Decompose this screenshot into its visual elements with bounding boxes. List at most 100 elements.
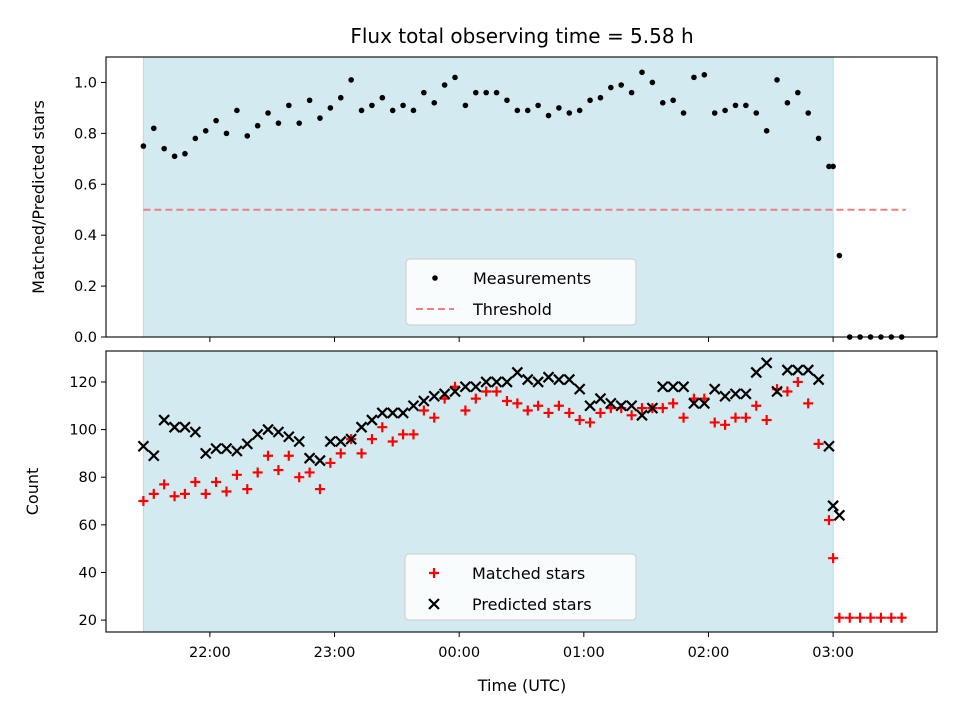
- matched-star-point: [325, 457, 336, 468]
- predicted-star-point: [303, 452, 316, 464]
- measurement-point: [836, 252, 843, 259]
- measurement-point: [431, 100, 438, 106]
- matched-star-point: [678, 412, 689, 423]
- measurement-point: [556, 105, 562, 111]
- measurement-point: [441, 82, 448, 88]
- y-tick-label: 0.4: [74, 228, 97, 244]
- measurement-point: [379, 94, 386, 101]
- matched-star-point: [720, 419, 731, 430]
- x-axis-label: Time (UTC): [477, 676, 566, 695]
- measurement-point: [774, 77, 780, 83]
- matched-star-point: [585, 417, 596, 428]
- predicted-star-point: [594, 392, 607, 405]
- matched-star-point: [335, 448, 346, 459]
- matched-star-point: [294, 472, 305, 483]
- measurement-point: [711, 110, 718, 116]
- measurement-point: [140, 143, 147, 149]
- legend-marker-swatch: [432, 275, 438, 281]
- measurement-point: [265, 110, 271, 116]
- matched-star-point: [242, 484, 253, 495]
- measurement-point: [421, 89, 427, 96]
- measurement-point: [223, 130, 230, 137]
- predicted-star-point: [470, 380, 482, 393]
- matched-star-point: [595, 407, 606, 418]
- matched-star-point: [740, 412, 751, 423]
- measurement-point: [608, 84, 614, 91]
- y-tick-label: 120: [69, 375, 97, 391]
- legend-marker-swatch: [429, 568, 439, 578]
- measurement-point: [296, 120, 303, 126]
- axes-frame: [105, 350, 938, 633]
- matched-star-point: [148, 488, 159, 499]
- measurement-point: [348, 77, 354, 83]
- predicted-star-point: [189, 426, 202, 438]
- x-tick-label: 01:00: [563, 645, 605, 661]
- legend-label: Matched stars: [472, 564, 585, 583]
- measurement-point: [504, 97, 510, 104]
- predicted-star-point: [625, 399, 638, 412]
- matched-star-point: [429, 412, 440, 423]
- predicted-star-point: [792, 364, 804, 376]
- matched-star-point: [553, 400, 564, 411]
- matched-star-point: [730, 412, 741, 423]
- predicted-star-point: [688, 397, 700, 410]
- predicted-star-point: [397, 407, 409, 419]
- measurement-point: [306, 97, 313, 104]
- y-tick-label: 0.6: [74, 177, 97, 193]
- matched-star-point: [828, 553, 839, 564]
- predicted-star-point: [677, 380, 690, 393]
- measurement-point: [722, 107, 728, 114]
- matched-star-point: [834, 612, 845, 623]
- matched-star-point: [823, 515, 834, 526]
- predicted-star-point: [220, 442, 233, 455]
- predicted-star-point: [490, 376, 503, 388]
- matched-star-point: [875, 612, 886, 623]
- measurement-point: [472, 89, 479, 96]
- measurement-point: [701, 72, 708, 78]
- predicted-star-point: [231, 445, 243, 457]
- measurement-point: [524, 107, 531, 114]
- matched-star-point: [179, 488, 190, 499]
- measurement-point: [763, 128, 770, 134]
- matched-star-point: [626, 410, 637, 421]
- predicted-star-point: [833, 509, 846, 522]
- axes-frame: [105, 56, 938, 338]
- predicted-star-point: [667, 380, 679, 393]
- predicted-star-point: [750, 366, 763, 379]
- predicted-star-point: [272, 426, 285, 438]
- matched-star-point: [751, 400, 762, 411]
- predicted-star-point: [480, 376, 492, 388]
- matched-star-point: [169, 491, 180, 502]
- predicted-star-point: [199, 447, 212, 460]
- predicted-star-point: [553, 373, 565, 386]
- measurement-point: [691, 74, 697, 81]
- matched-star-point: [533, 400, 544, 411]
- predicted-star-point: [812, 373, 825, 386]
- matched-star-point: [398, 429, 409, 440]
- matched-star-point: [501, 396, 512, 407]
- predicted-star-point: [179, 421, 191, 433]
- matched-star-point: [855, 612, 866, 623]
- legend-box: [404, 553, 637, 621]
- matched-star-point: [761, 415, 772, 426]
- measurement-point: [784, 100, 791, 106]
- predicted-star-point: [646, 402, 659, 414]
- measurement-point: [275, 120, 282, 126]
- matched-star-point: [657, 403, 668, 414]
- measurement-point: [659, 100, 666, 106]
- matched-star-point: [314, 484, 325, 495]
- matched-star-point: [813, 438, 824, 449]
- matched-star-point: [138, 496, 149, 507]
- predicted-star-point: [168, 421, 181, 433]
- predicted-star-point: [283, 430, 295, 443]
- top-y-axis-label: Matched/Predicted stars: [29, 100, 48, 294]
- matched-star-point: [512, 398, 523, 409]
- matched-star-point: [377, 422, 388, 433]
- matched-star-point: [470, 393, 481, 404]
- matched-star-point: [668, 398, 679, 409]
- predicted-star-point: [521, 373, 534, 386]
- matched-star-point: [211, 476, 222, 487]
- predicted-star-point: [656, 380, 669, 393]
- chart-title: Flux total observing time = 5.58 h: [350, 24, 693, 48]
